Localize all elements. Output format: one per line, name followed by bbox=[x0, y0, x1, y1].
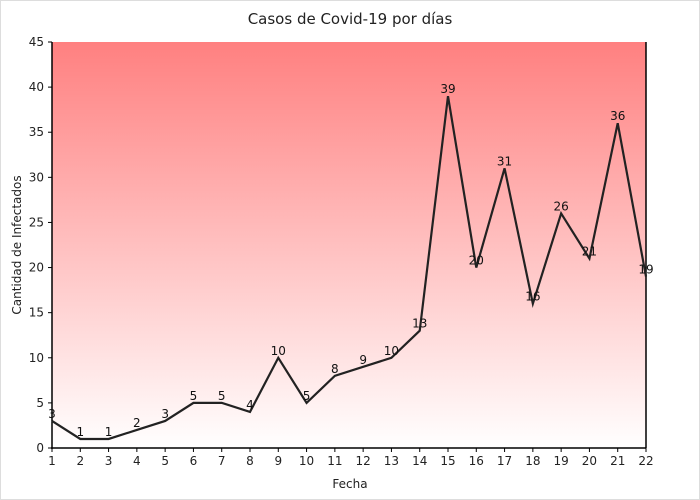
x-tick-label: 8 bbox=[246, 454, 254, 468]
y-tick-label: 10 bbox=[29, 351, 44, 365]
x-tick-label: 19 bbox=[554, 454, 569, 468]
y-tick-label: 0 bbox=[36, 441, 44, 455]
x-tick-label: 13 bbox=[384, 454, 399, 468]
x-tick-label: 15 bbox=[440, 454, 455, 468]
data-label: 19 bbox=[638, 263, 653, 277]
data-label: 5 bbox=[303, 389, 311, 403]
data-label: 1 bbox=[76, 425, 84, 439]
x-tick-label: 11 bbox=[327, 454, 342, 468]
x-tick-label: 16 bbox=[469, 454, 484, 468]
series-line bbox=[51, 95, 648, 441]
data-label: 31 bbox=[497, 154, 512, 168]
x-tick-label: 2 bbox=[76, 454, 84, 468]
y-tick-label: 20 bbox=[29, 261, 44, 275]
data-label: 26 bbox=[554, 199, 569, 213]
data-label: 3 bbox=[48, 407, 56, 421]
x-tick-label: 20 bbox=[582, 454, 597, 468]
x-axis-label: Fecha bbox=[332, 477, 367, 491]
data-label: 4 bbox=[246, 398, 254, 412]
data-label: 5 bbox=[190, 389, 198, 403]
x-tick-label: 10 bbox=[299, 454, 314, 468]
data-label: 10 bbox=[384, 344, 399, 358]
data-label: 1 bbox=[105, 425, 113, 439]
x-tick-label: 7 bbox=[218, 454, 226, 468]
data-label: 3 bbox=[161, 407, 169, 421]
x-tick-label: 1 bbox=[48, 454, 56, 468]
x-tick-label: 14 bbox=[412, 454, 427, 468]
data-label: 2 bbox=[133, 416, 141, 430]
x-tick-label: 4 bbox=[133, 454, 141, 468]
y-tick-label: 30 bbox=[29, 170, 44, 184]
data-label: 9 bbox=[359, 353, 367, 367]
x-tick-label: 5 bbox=[161, 454, 169, 468]
x-tick-label: 12 bbox=[356, 454, 371, 468]
x-tick-label: 6 bbox=[190, 454, 198, 468]
y-tick-label: 40 bbox=[29, 80, 44, 94]
data-label: 20 bbox=[469, 254, 484, 268]
x-tick-label: 3 bbox=[105, 454, 113, 468]
data-label: 16 bbox=[525, 290, 540, 304]
data-label: 5 bbox=[218, 389, 226, 403]
y-tick-label: 45 bbox=[29, 35, 44, 49]
x-tick-label: 22 bbox=[638, 454, 653, 468]
plot-area bbox=[52, 42, 646, 448]
y-tick-label: 25 bbox=[29, 215, 44, 229]
y-tick-label: 15 bbox=[29, 306, 44, 320]
chart-title: Casos de Covid-19 por días bbox=[248, 10, 453, 28]
data-label: 8 bbox=[331, 362, 339, 376]
data-label: 39 bbox=[440, 82, 455, 96]
x-tick-label: 21 bbox=[610, 454, 625, 468]
data-label: 10 bbox=[271, 344, 286, 358]
data-label: 36 bbox=[610, 109, 625, 123]
y-axis-label: Cantidad de Infectados bbox=[10, 175, 24, 314]
data-label: 21 bbox=[582, 245, 597, 259]
y-tick-label: 35 bbox=[29, 125, 44, 139]
x-tick-label: 18 bbox=[525, 454, 540, 468]
x-tick-label: 9 bbox=[274, 454, 282, 468]
x-tick-label: 17 bbox=[497, 454, 512, 468]
data-label: 13 bbox=[412, 317, 427, 331]
y-tick-label: 5 bbox=[36, 396, 44, 410]
